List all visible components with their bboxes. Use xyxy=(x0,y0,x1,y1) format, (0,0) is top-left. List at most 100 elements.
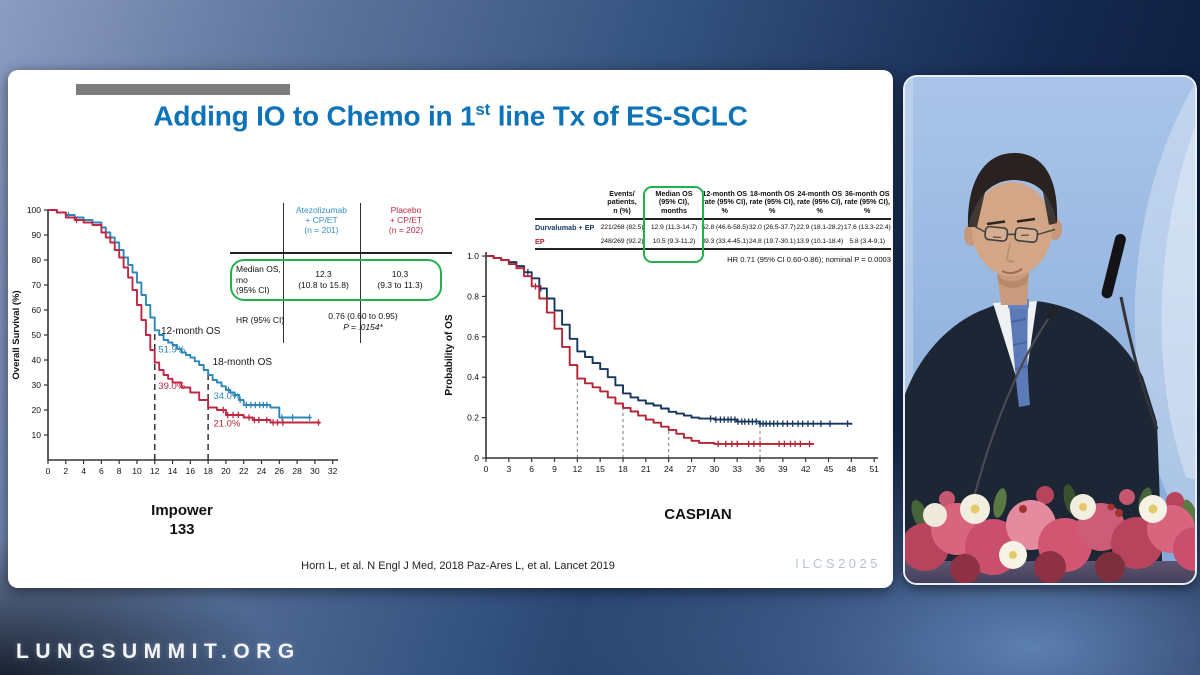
svg-text:2: 2 xyxy=(63,466,68,476)
svg-text:90: 90 xyxy=(32,230,42,240)
col-header-12mo: 12-month OS rate (95% CI), % xyxy=(701,189,748,215)
svg-text:42: 42 xyxy=(801,464,811,474)
table-header-atezolizumab: Atezolizumab + CP/ET (n = 201) xyxy=(295,205,348,236)
col-header-24mo: 24-month OS rate (95% CI), % xyxy=(796,189,843,215)
microphone-icon xyxy=(1101,233,1159,430)
svg-text:27: 27 xyxy=(687,464,697,474)
svg-text:1.0: 1.0 xyxy=(467,251,479,261)
table-rule xyxy=(535,218,891,221)
svg-text:30: 30 xyxy=(710,464,720,474)
svg-text:6: 6 xyxy=(529,464,534,474)
svg-text:21: 21 xyxy=(641,464,651,474)
svg-text:18: 18 xyxy=(618,464,628,474)
table-cell: 22.9 (18.1-28.2) xyxy=(796,223,844,231)
svg-text:10: 10 xyxy=(32,430,42,440)
p-value: P = .0154* xyxy=(343,322,383,333)
impower-km-svg: 0 2 4 6 8 10 12 14 16 18 20 22 24 26 28 30 3210203040506… xyxy=(11,205,338,476)
svg-text:20: 20 xyxy=(32,405,42,415)
col-header-median-os: Median OS (95% CI), months xyxy=(655,189,693,215)
svg-text:45: 45 xyxy=(824,464,834,474)
svg-text:0: 0 xyxy=(474,453,479,463)
ilcs-watermark: ILCS2025 xyxy=(795,556,881,571)
slide-title: Adding IO to Chemo in 1st line Tx of ES-… xyxy=(8,100,893,132)
svg-text:Probability of OS: Probability of OS xyxy=(444,314,455,395)
svg-text:20: 20 xyxy=(221,466,231,476)
svg-text:0.6: 0.6 xyxy=(467,332,479,342)
svg-text:30: 30 xyxy=(32,380,42,390)
svg-text:40: 40 xyxy=(32,355,42,365)
col-header-36mo: 36-month OS rate (95% CI), % xyxy=(844,189,891,215)
hr-estimate: 0.76 (0.60 to 0.95) xyxy=(328,311,398,321)
caspian-table-header-row: Events/ patients, n (%) Median OS (95% C… xyxy=(535,189,891,218)
svg-text:12: 12 xyxy=(150,466,160,476)
table-divider xyxy=(360,203,362,343)
table-row-durvalumab: Durvalumab + EP 221/268 (82.5) 12.9 (11.… xyxy=(535,220,891,234)
table-cell: 39.3 (33.4-45.1) xyxy=(701,237,749,245)
hazard-ratio-label: HR (95% CI) xyxy=(236,315,285,325)
caspian-km-svg: 0 3 6 9 12 15 18 21 24 27 30 33 36 39 42 45 48 5100.20.40… xyxy=(444,251,879,474)
svg-text:34.0%: 34.0% xyxy=(213,391,240,402)
trial-label-caspian: CASPIAN xyxy=(664,506,732,523)
speaker-scene xyxy=(905,77,1195,583)
svg-text:39: 39 xyxy=(778,464,788,474)
svg-text:12-month OS: 12-month OS xyxy=(161,326,221,337)
svg-text:51: 51 xyxy=(869,464,879,474)
title-text: line Tx of ES-SCLC xyxy=(490,100,748,132)
svg-text:15: 15 xyxy=(595,464,605,474)
svg-text:Overall Survival (%): Overall Survival (%) xyxy=(11,290,22,379)
svg-text:16: 16 xyxy=(186,466,196,476)
caspian-results-table: Events/ patients, n (%) Median OS (95% C… xyxy=(535,186,891,264)
svg-text:30: 30 xyxy=(310,466,320,476)
svg-text:14: 14 xyxy=(168,466,178,476)
svg-text:0.4: 0.4 xyxy=(467,372,479,382)
title-text: Adding IO to Chemo in 1 xyxy=(153,100,476,132)
table-rule xyxy=(230,252,452,254)
median-os-atezolizumab-value: 12.3 (10.8 to 15.8) xyxy=(298,269,349,290)
svg-text:8: 8 xyxy=(117,466,122,476)
trial-label-impower133: Impower 133 xyxy=(126,502,238,540)
svg-text:24: 24 xyxy=(664,464,674,474)
svg-text:26: 26 xyxy=(275,466,285,476)
frame-edge-highlight xyxy=(905,77,913,583)
svg-text:3: 3 xyxy=(506,464,511,474)
table-divider xyxy=(283,203,285,343)
svg-text:0.2: 0.2 xyxy=(467,413,479,423)
table-cell: 24.8 (19.7-30.1) xyxy=(748,237,796,245)
svg-text:21.0%: 21.0% xyxy=(213,418,240,429)
svg-text:12: 12 xyxy=(573,464,583,474)
site-watermark: LUNGSUMMIT.ORG xyxy=(16,640,301,663)
svg-text:24: 24 xyxy=(257,466,267,476)
svg-text:36: 36 xyxy=(755,464,765,474)
svg-text:39.0%: 39.0% xyxy=(158,381,185,392)
impower-results-table: Atezolizumab + CP/ET (n = 201) Placebo +… xyxy=(230,203,452,348)
speaker-video-panel xyxy=(903,75,1197,585)
svg-text:28: 28 xyxy=(292,466,302,476)
table-cell: 248/269 (92.2) xyxy=(600,237,644,245)
svg-text:10: 10 xyxy=(132,466,142,476)
podium-flowers xyxy=(905,484,1195,583)
slide-panel: Adding IO to Chemo in 1st line Tx of ES-… xyxy=(8,70,893,588)
svg-text:51.9%: 51.9% xyxy=(158,345,185,356)
svg-text:0: 0 xyxy=(46,466,51,476)
svg-text:100: 100 xyxy=(27,205,41,215)
svg-text:70: 70 xyxy=(32,280,42,290)
median-os-row-label: Median OS, mo (95% CI) xyxy=(236,264,281,296)
svg-text:0: 0 xyxy=(484,464,489,474)
reference-citation: Horn L, et al. N Engl J Med, 2018 Paz-Ar… xyxy=(301,560,615,572)
caspian-km-chart: 0 3 6 9 12 15 18 21 24 27 30 33 36 39 42 45 48 51 0 0.2 0.4 0… xyxy=(440,238,890,488)
row-label-durvalumab: Durvalumab + EP xyxy=(535,222,595,232)
table-cell: 221/268 (82.5) xyxy=(600,223,644,231)
table-cell: 12.9 (11.3-14.7) xyxy=(650,223,698,231)
svg-text:80: 80 xyxy=(32,255,42,265)
trial-name-line: 133 xyxy=(169,520,195,538)
table-cell: 10.5 (9.3-11.2) xyxy=(652,237,696,245)
table-corner-cell xyxy=(535,215,597,218)
median-os-row-highlight: Median OS, mo (95% CI) 12.3 (10.8 to 15.… xyxy=(230,259,442,301)
svg-text:33: 33 xyxy=(732,464,742,474)
table-cell: 5.8 (3.4-9.1) xyxy=(849,237,886,245)
table-rule xyxy=(535,248,891,251)
svg-text:0.8: 0.8 xyxy=(467,291,479,301)
table-row-ep: EP 248/269 (92.2) 10.5 (9.3-11.2) 39.3 (… xyxy=(535,234,891,248)
svg-text:9: 9 xyxy=(552,464,557,474)
